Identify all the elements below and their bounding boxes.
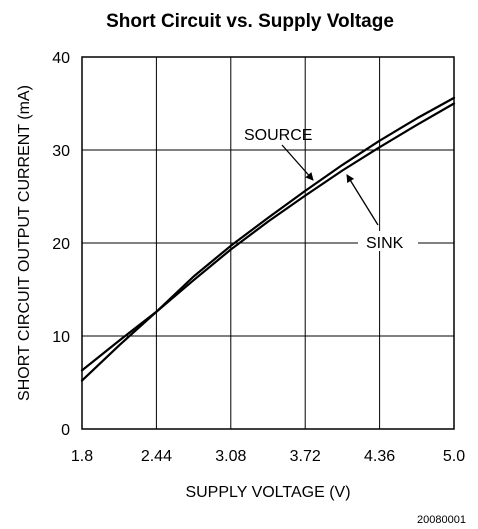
series-line-source <box>80 96 456 372</box>
y-tick-label: 20 <box>52 236 70 253</box>
sink-annotation-arrow <box>346 174 379 226</box>
x-tick-label: 5.0 <box>443 448 465 465</box>
series-line-sink <box>80 102 456 382</box>
x-tick-labels: 1.8 2.44 3.08 3.72 4.36 5.0 <box>71 448 465 465</box>
source-annotation: SOURCE <box>244 127 314 181</box>
x-tick-label: 1.8 <box>71 448 93 465</box>
x-tick-label: 3.08 <box>215 448 246 465</box>
y-tick-label: 40 <box>52 50 70 67</box>
sink-annotation-label: SINK <box>366 235 404 252</box>
figure-code: 20080001 <box>417 514 466 526</box>
source-annotation-label: SOURCE <box>244 127 312 144</box>
y-tick-label: 30 <box>52 143 70 160</box>
x-axis-label: SUPPLY VOLTAGE (V) <box>185 484 350 501</box>
grid <box>82 57 454 429</box>
y-tick-labels: 0 10 20 30 40 <box>52 50 70 439</box>
x-tick-label: 2.44 <box>141 448 172 465</box>
x-tick-label: 3.72 <box>290 448 321 465</box>
y-tick-label: 10 <box>52 329 70 346</box>
series-layer <box>80 96 456 382</box>
y-axis-label: SHORT CIRCUIT OUTPUT CURRENT (mA) <box>16 85 33 401</box>
x-tick-label: 4.36 <box>364 448 395 465</box>
sink-annotation: SINK <box>346 174 418 252</box>
y-tick-label: 0 <box>61 422 70 439</box>
plot-frame <box>81 56 455 430</box>
sink-annotation-backdrop <box>358 231 418 251</box>
chart-title: Short Circuit vs. Supply Voltage <box>106 11 394 32</box>
source-annotation-arrow <box>281 144 314 181</box>
